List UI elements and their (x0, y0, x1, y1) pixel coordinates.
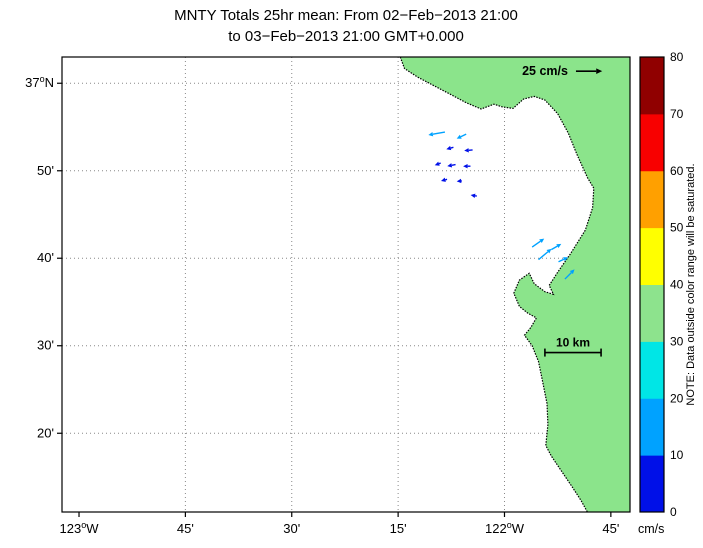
colorbar-tick-label: 0 (670, 505, 677, 519)
current-vector (464, 148, 473, 153)
vector-head (463, 163, 468, 169)
vector-head (464, 148, 469, 153)
vector-shaft (450, 146, 454, 149)
current-vector (470, 193, 477, 198)
colorbar-band (640, 398, 664, 456)
x-tick-label: 30' (283, 521, 300, 536)
current-vector (456, 133, 467, 139)
vector-head (563, 257, 569, 262)
vector-shaft (531, 240, 541, 248)
vector-head (569, 269, 575, 275)
vector-head (539, 238, 545, 243)
colorbar-tick-label: 50 (670, 221, 684, 235)
vector-shaft (451, 163, 456, 166)
scale-bar: 10 km (544, 336, 602, 357)
x-tick-label: 45' (177, 521, 194, 536)
colorbar-tick-label: 80 (670, 50, 684, 64)
y-tick-label: 30' (37, 338, 54, 353)
current-vector (463, 163, 471, 169)
vector-head (440, 177, 446, 182)
x-tick-label: 45' (602, 521, 619, 536)
current-vector (558, 257, 569, 263)
colorbar-tick-label: 40 (670, 278, 684, 292)
colorbar-note: NOTE: Data outside color range will be s… (685, 163, 697, 405)
land-polygon (400, 57, 630, 512)
current-vector (531, 238, 545, 248)
colorbar-frame (639, 56, 665, 513)
vector-shaft (460, 133, 467, 138)
figure-title-line1: MNTY Totals 25hr mean: From 02−Feb−2013 … (174, 7, 518, 24)
coastline-outline (399, 57, 595, 512)
vector-head (428, 132, 434, 137)
plot-frame (61, 56, 631, 513)
colorbar-tick-label: 70 (670, 107, 684, 121)
current-vector (440, 177, 448, 182)
current-vector (564, 269, 575, 280)
x-tick-label: 15' (390, 521, 407, 536)
colorbar-tick-label: 20 (670, 391, 684, 405)
colorbar-band (640, 57, 664, 115)
y-tick-label: 40' (37, 250, 54, 265)
y-tick-label: 37oN (25, 74, 54, 90)
vector-head (446, 145, 452, 151)
colorbar-tick-label: 30 (670, 334, 684, 348)
vector-head (546, 248, 552, 254)
colorbar-band (640, 341, 664, 399)
vector-head (596, 68, 603, 74)
x-tick-label: 122oW (485, 520, 525, 536)
vector-shaft (438, 162, 441, 165)
colorbar-band (640, 227, 664, 285)
current-vector (428, 131, 446, 137)
scale-bar-label: 10 km (556, 336, 590, 350)
colorbar-band (640, 455, 664, 513)
current-vector (538, 248, 552, 261)
current-vector (456, 178, 463, 184)
vector-head (434, 161, 440, 166)
x-tick-label: 123oW (60, 520, 100, 536)
colorbar-band (640, 113, 664, 172)
vector-shaft (538, 251, 549, 261)
vector-head (447, 163, 453, 168)
plot-area: 25 cm/s 10 km (62, 57, 630, 512)
vector-head (456, 134, 462, 139)
current-vector (550, 243, 562, 251)
figure-title: MNTY Totals 25hr mean: From 02−Feb−2013 … (0, 5, 692, 47)
current-vector (447, 163, 456, 168)
colorbar-tick-label: 10 (670, 448, 684, 462)
vector-head (470, 193, 476, 198)
reference-arrow (575, 68, 603, 74)
vector-shaft (564, 272, 572, 280)
colorbar-band (640, 284, 664, 342)
colorbar-band (640, 170, 664, 229)
current-vector (446, 145, 454, 151)
y-tick-label: 20' (37, 425, 54, 440)
colorbar-tick-label: 60 (670, 164, 684, 178)
vector-shaft (432, 131, 446, 135)
current-vector (434, 161, 441, 166)
colorbar-unit-label: cm/s (638, 522, 664, 536)
vector-head (456, 178, 462, 184)
vector-head (556, 243, 562, 249)
reference-arrow-label: 25 cm/s (522, 64, 568, 78)
vector-shaft (558, 258, 565, 263)
y-tick-label: 50' (37, 163, 54, 178)
vector-shaft (550, 245, 558, 251)
figure-title-line2: to 03−Feb−2013 21:00 GMT+0.000 (228, 28, 464, 45)
